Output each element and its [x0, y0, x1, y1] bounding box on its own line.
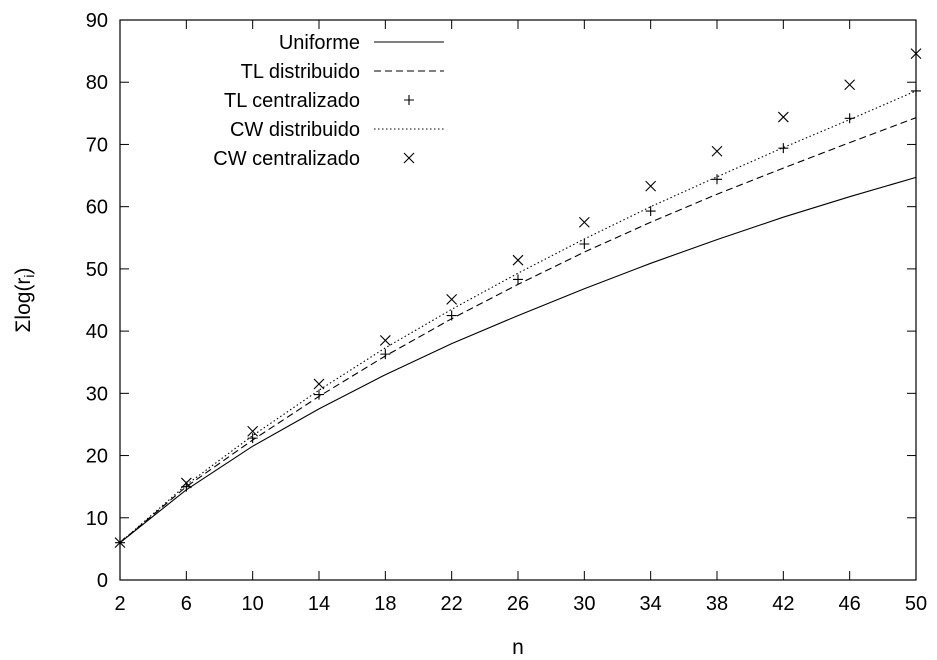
series-tl-distribuido [119, 117, 917, 544]
y-axis-title-sub: i [21, 274, 37, 277]
y-tick-label: 10 [86, 508, 108, 530]
point-cw-centralizado [313, 378, 325, 390]
legend-label-cw-distribuido: CW distribuido [230, 119, 360, 141]
y-tick-label: 60 [86, 197, 108, 219]
x-tick-label: 26 [507, 593, 529, 615]
point-cw-centralizado [711, 145, 723, 157]
point-cw-centralizado [910, 48, 922, 59]
y-tick-label: 50 [86, 259, 108, 281]
point-tl-centralizado [380, 349, 391, 360]
point-cw-centralizado [777, 111, 789, 123]
x-tick-label: 2 [114, 593, 125, 615]
point-tl-centralizado [513, 274, 523, 285]
point-tl-centralizado [778, 143, 789, 154]
legend-label-tl-centralizado: TL centralizado [224, 90, 360, 112]
point-tl-centralizado [911, 85, 921, 96]
y-tick-label: 90 [86, 10, 108, 32]
legend-label-cw-centralizado: CW centralizado [213, 148, 360, 170]
line-uniforme [119, 176, 917, 544]
x-tick-label: 18 [374, 593, 396, 615]
y-tick-label: 0 [97, 570, 108, 592]
series-cw-centralizado [114, 48, 922, 549]
x-tick-label: 10 [242, 593, 264, 615]
legend-marker-tl-centralizado [404, 95, 414, 105]
point-cw-centralizado [379, 335, 391, 346]
y-tick-label: 20 [86, 446, 108, 468]
y-tick-label: 30 [86, 383, 108, 405]
x-tick-label: 6 [181, 593, 192, 615]
legend-marker-cw-centralizado [403, 152, 415, 164]
y-tick-label: 40 [86, 321, 108, 343]
line-tl-distribuido [119, 117, 917, 544]
x-axis-title: n [512, 636, 524, 659]
y-tick-label: 80 [86, 72, 108, 94]
point-cw-centralizado [114, 537, 126, 549]
x-tick-label: 30 [573, 593, 595, 615]
point-tl-centralizado [645, 206, 656, 217]
x-tick-label: 14 [308, 593, 330, 615]
x-tick-label: 22 [441, 593, 463, 615]
point-tl-centralizado [579, 239, 590, 249]
point-tl-centralizado [844, 113, 855, 124]
x-tick-label: 50 [905, 593, 927, 615]
point-tl-centralizado [247, 433, 258, 444]
point-tl-centralizado [712, 174, 722, 185]
series-tl-centralizado [115, 85, 921, 548]
point-tl-centralizado [314, 389, 324, 400]
point-cw-centralizado [844, 79, 856, 91]
y-tick-label: 70 [86, 134, 108, 156]
point-cw-centralizado [512, 254, 524, 266]
point-cw-centralizado [180, 477, 192, 489]
point-cw-centralizado [645, 180, 657, 192]
x-tick-label: 46 [839, 593, 861, 615]
plot-area [114, 48, 922, 549]
x-tick-label: 34 [640, 593, 662, 615]
legend-label-tl-distribuido: TL distribuido [241, 61, 360, 83]
point-tl-centralizado [446, 310, 457, 321]
point-cw-centralizado [247, 425, 259, 437]
y-axis-title-close: ) [12, 267, 35, 274]
x-tick-label: 38 [706, 593, 728, 615]
legend-label-uniforme: Uniforme [279, 32, 360, 54]
legend: Uniforme TL distribuido TL centralizado CW … [213, 32, 444, 170]
x-tick-label: 42 [772, 593, 794, 615]
y-axis-title-main: Σlog(r [12, 278, 35, 333]
y-axis-title: Σlog(ri) [12, 267, 37, 332]
point-cw-centralizado [578, 216, 590, 228]
series-uniforme [119, 176, 917, 544]
point-cw-centralizado [446, 293, 458, 305]
